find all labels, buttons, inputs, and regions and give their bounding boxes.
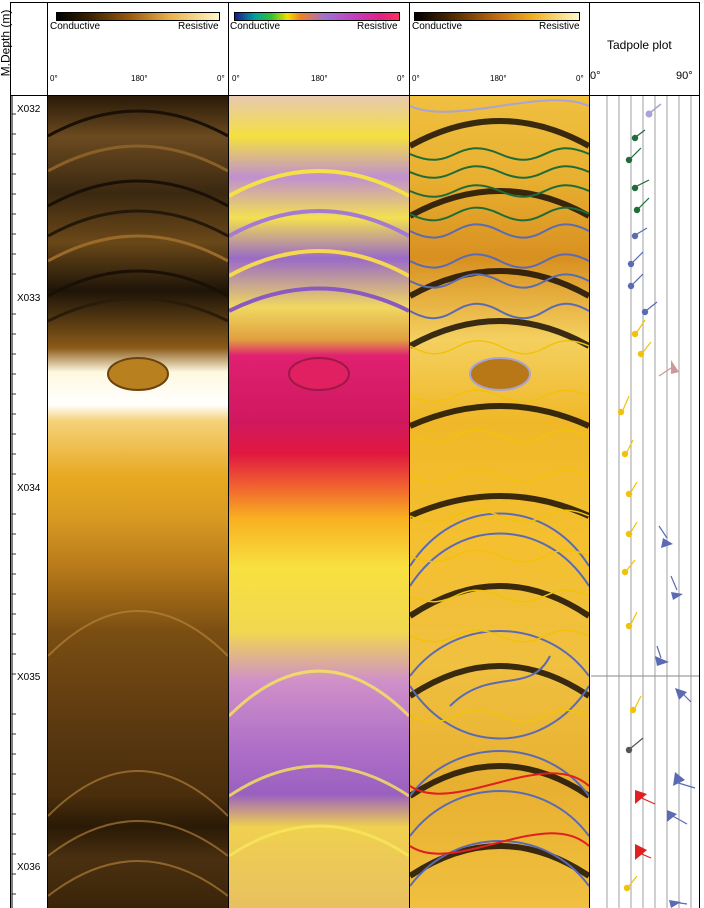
tadpole-yellow: [631, 319, 646, 338]
divider-panel-3: [589, 2, 590, 908]
panel-2-tick-360: 0°: [397, 74, 405, 83]
depth-label-x034: X034: [17, 483, 41, 494]
divider-panel-1: [228, 2, 229, 908]
image-panel-3: [410, 96, 589, 908]
tadpole-lavender: [645, 103, 662, 118]
tadpole-yellow: [629, 695, 642, 714]
tadpole-yellow: [621, 559, 636, 576]
depth-label-x033: X033: [17, 293, 41, 304]
tadpole-blue: [627, 273, 644, 290]
tadpole-blue: [655, 645, 669, 666]
tadpole-blue: [667, 810, 688, 825]
tadpole-grey: [625, 737, 644, 754]
tadpole-blue: [669, 900, 688, 908]
divider-panel-2: [409, 2, 410, 908]
tadpole-title: Tadpole plot: [607, 38, 672, 52]
image-panel-2: [229, 96, 409, 908]
tadpole-yellow: [623, 875, 638, 892]
tadpole-yellow: [625, 611, 638, 630]
panel-1-tick-360: 0°: [217, 74, 225, 83]
tadpole-yellow: [625, 481, 638, 498]
tadpole-green: [625, 147, 642, 164]
panel-1-left-label: Conductive: [50, 21, 101, 32]
tadpole-yellow: [637, 341, 652, 358]
tadpole-green: [633, 197, 650, 214]
image-panel-1: [48, 96, 228, 908]
panel-1-tick-180: 180°: [131, 74, 148, 83]
depth-axis-ticks: [11, 96, 16, 908]
panel-3-tick-360: 0°: [576, 74, 584, 83]
tadpole-yellow: [621, 439, 634, 458]
panel-3-left-label: Conductive: [412, 21, 463, 32]
tadpole-blue: [627, 251, 644, 268]
frame-right: [699, 2, 700, 908]
tadpole-green: [631, 129, 646, 142]
tadpole-blue: [670, 575, 683, 600]
tadpole-green: [631, 179, 650, 192]
colorbar-panel-1: [56, 12, 220, 21]
tadpole-scale-max: 90°: [676, 70, 693, 82]
panel-2-right-label: Resistive: [357, 21, 398, 32]
depth-label-x035: X035: [17, 672, 41, 683]
panel-2-tick-180: 180°: [311, 74, 328, 83]
panel-3-tick-180: 180°: [490, 74, 507, 83]
panel-2-tick-0: 0°: [232, 74, 240, 83]
tadpole-blue: [675, 688, 692, 703]
panel-3-tick-0: 0°: [412, 74, 420, 83]
tadpole-blue: [658, 525, 673, 548]
frame-top: [10, 2, 700, 3]
panel-2-left-label: Conductive: [230, 21, 281, 32]
tadpole-red: [635, 790, 656, 805]
tadpole-blue: [641, 301, 658, 316]
tadpole-yellow: [617, 395, 630, 416]
depth-label-x032: X032: [17, 104, 41, 115]
divider-depth: [47, 2, 48, 908]
tadpole-pink: [658, 360, 679, 377]
depth-label-x036: X036: [17, 862, 41, 873]
panel-1-tick-0: 0°: [50, 74, 58, 83]
panel-3-right-label: Resistive: [539, 21, 580, 32]
frame-header-bottom: [10, 95, 700, 96]
panel-1-right-label: Resistive: [178, 21, 219, 32]
tadpole-yellow: [625, 521, 638, 538]
tadpole-blue: [631, 227, 648, 240]
tadpole-plot: [591, 96, 700, 908]
tadpole-blue: [673, 772, 696, 789]
colorbar-panel-3: [414, 12, 580, 21]
tadpole-scale-min: 0°: [590, 70, 601, 82]
colorbar-panel-2: [234, 12, 400, 21]
frame-left: [10, 2, 11, 908]
tadpole-red: [635, 844, 652, 860]
